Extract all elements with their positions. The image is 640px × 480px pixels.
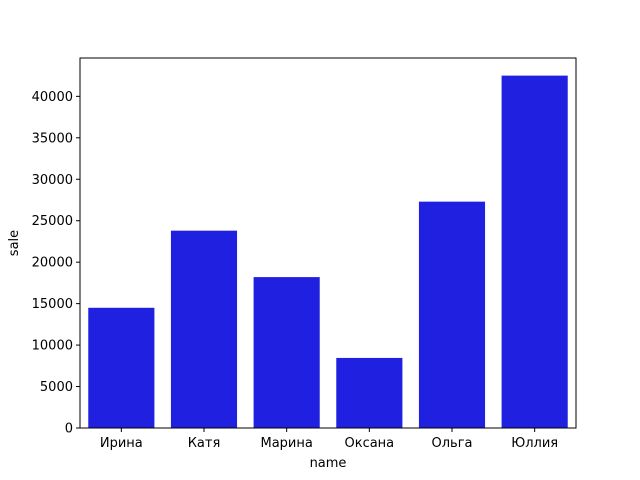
y-tick-label: 0 (65, 422, 73, 437)
bar-4 (418, 201, 486, 428)
y-tick-label: 30000 (32, 173, 73, 188)
x-tick-label: Катя (188, 436, 221, 451)
y-tick-label: 25000 (32, 214, 73, 229)
y-axis-ticks: 0 5000 10000 15000 20000 25000 30000 35000 40000 (32, 90, 80, 437)
x-tick-label: Ирина (100, 436, 143, 451)
bar-0 (88, 307, 155, 428)
x-axis-ticks: Ирина Катя Марина Оксана Ольга Юллия (100, 428, 558, 451)
bar-2 (253, 277, 320, 428)
y-tick-label: 20000 (32, 256, 73, 271)
y-tick-label: 15000 (32, 297, 73, 312)
plot-frame (79, 57, 577, 429)
y-tick-label: 10000 (32, 339, 73, 354)
y-tick-label: 40000 (32, 90, 73, 105)
y-axis-label: sale (7, 230, 22, 256)
y-tick-label: 35000 (32, 131, 73, 146)
bar-3 (336, 357, 403, 428)
x-tick-label: Марина (260, 436, 312, 451)
x-tick-label: Ольга (432, 436, 473, 451)
bar-5 (501, 75, 568, 429)
x-axis-label: name (310, 456, 347, 471)
bars-group (88, 75, 568, 429)
y-tick-label: 5000 (40, 380, 73, 395)
x-tick-label: Юллия (511, 436, 558, 451)
x-tick-label: Оксана (344, 436, 394, 451)
bar-1 (170, 230, 238, 428)
